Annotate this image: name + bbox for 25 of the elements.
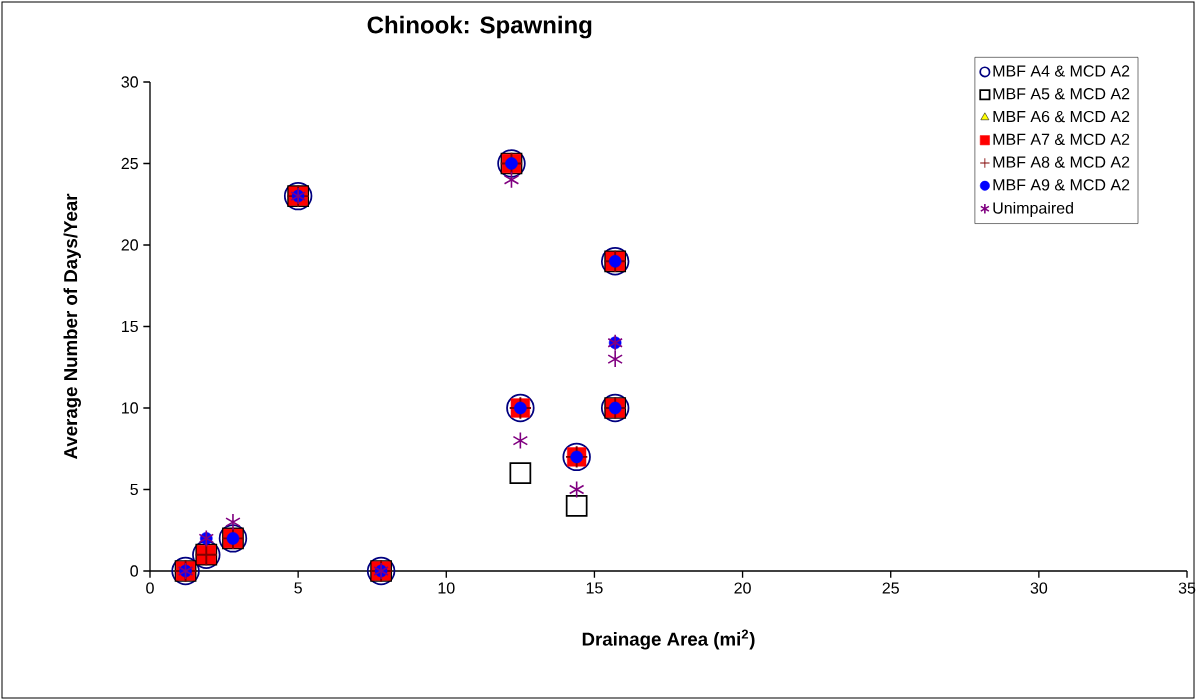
x-tick-label: 20 [734,582,751,594]
x-tick-label: 10 [438,582,455,594]
legend-label: MBF A9 & MCD A2 [993,179,1130,191]
legend-label: MBF A4 & MCD A2 [993,65,1130,77]
chart-title: Chinook: Spawning [367,15,592,39]
y-tick-label: 15 [122,320,138,333]
y-tick-label: 20 [121,239,138,251]
x-tick-label: 35 [1178,582,1196,594]
y-tick-label: 0 [130,565,138,577]
x-tick-label: 5 [294,582,302,594]
x-tick-label: 25 [882,582,899,594]
x-tick-label: 30 [1030,582,1048,594]
legend-label: MBF A5 & MCD A2 [993,88,1130,100]
y-tick-label: 10 [122,402,138,414]
legend-label: MBF A8 & MCD A2 [993,156,1130,168]
x-tick-label: 15 [586,582,603,594]
y-tick-label: 5 [130,483,138,496]
y-axis-title: Average Number of Days/Year [63,193,81,460]
y-tick-label: 30 [121,76,138,88]
y-tick-label: 25 [121,157,138,170]
x-tick-label: 0 [146,582,154,594]
x-axis-title: Drainage Area (mi$^{2}$) [582,629,755,650]
legend-label: Unimpaired [993,201,1073,217]
legend-label: MBF A7 & MCD A2 [993,133,1130,145]
legend-label: MBF A6 & MCD A2 [993,110,1130,123]
